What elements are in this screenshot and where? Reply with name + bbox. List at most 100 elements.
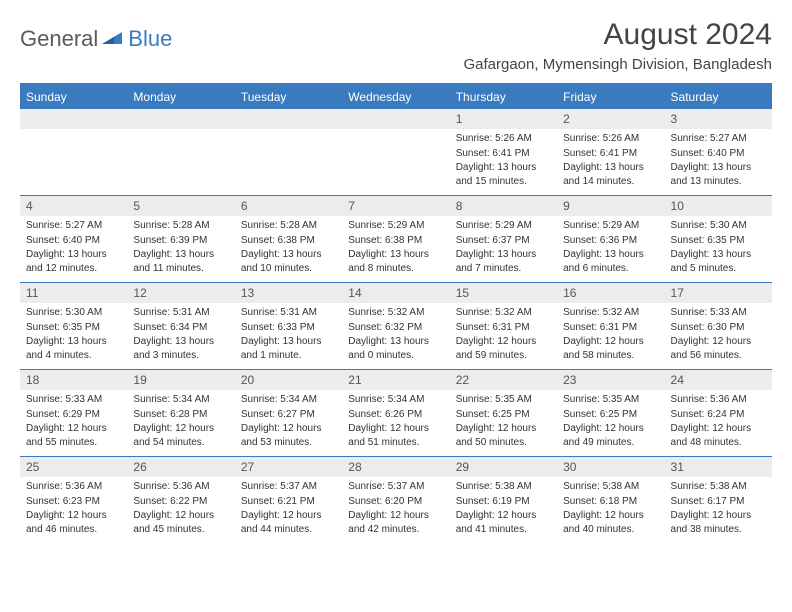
sunset-text: Sunset: 6:28 PM	[133, 408, 228, 422]
calendar-page: General Blue August 2024 Gafargaon, Myme…	[0, 0, 792, 553]
daylight-text: Daylight: 13 hours and 0 minutes.	[348, 335, 443, 362]
daylight-text: Daylight: 12 hours and 50 minutes.	[456, 422, 551, 449]
sunset-text: Sunset: 6:33 PM	[241, 321, 336, 335]
day-number: 20	[235, 370, 342, 390]
day-number: 3	[665, 109, 772, 129]
sunset-text: Sunset: 6:26 PM	[348, 408, 443, 422]
day-cell	[342, 109, 449, 195]
day-content: Sunrise: 5:38 AMSunset: 6:17 PMDaylight:…	[665, 477, 772, 541]
sunrise-text: Sunrise: 5:38 AM	[671, 480, 766, 494]
day-cell: 29Sunrise: 5:38 AMSunset: 6:19 PMDayligh…	[450, 457, 557, 543]
day-cell: 14Sunrise: 5:32 AMSunset: 6:32 PMDayligh…	[342, 283, 449, 369]
location-text: Gafargaon, Mymensingh Division, Banglade…	[463, 56, 772, 73]
day-cell: 11Sunrise: 5:30 AMSunset: 6:35 PMDayligh…	[20, 283, 127, 369]
week-row: 18Sunrise: 5:33 AMSunset: 6:29 PMDayligh…	[20, 370, 772, 457]
day-number	[127, 109, 234, 129]
day-number: 27	[235, 457, 342, 477]
day-number: 22	[450, 370, 557, 390]
day-content: Sunrise: 5:26 AMSunset: 6:41 PMDaylight:…	[557, 129, 664, 193]
sunset-text: Sunset: 6:27 PM	[241, 408, 336, 422]
day-cell: 24Sunrise: 5:36 AMSunset: 6:24 PMDayligh…	[665, 370, 772, 456]
day-content: Sunrise: 5:30 AMSunset: 6:35 PMDaylight:…	[665, 216, 772, 280]
sunrise-text: Sunrise: 5:34 AM	[241, 393, 336, 407]
calendar-grid: Sunday Monday Tuesday Wednesday Thursday…	[20, 83, 772, 543]
daylight-text: Daylight: 12 hours and 58 minutes.	[563, 335, 658, 362]
daylight-text: Daylight: 13 hours and 11 minutes.	[133, 248, 228, 275]
daylight-text: Daylight: 12 hours and 51 minutes.	[348, 422, 443, 449]
day-content: Sunrise: 5:30 AMSunset: 6:35 PMDaylight:…	[20, 303, 127, 367]
sunrise-text: Sunrise: 5:38 AM	[563, 480, 658, 494]
sunrise-text: Sunrise: 5:30 AM	[671, 219, 766, 233]
weeks-container: 1Sunrise: 5:26 AMSunset: 6:41 PMDaylight…	[20, 109, 772, 543]
day-cell	[235, 109, 342, 195]
page-header: General Blue August 2024 Gafargaon, Myme…	[20, 18, 772, 73]
day-header-row: Sunday Monday Tuesday Wednesday Thursday…	[20, 85, 772, 109]
day-cell: 3Sunrise: 5:27 AMSunset: 6:40 PMDaylight…	[665, 109, 772, 195]
day-cell	[20, 109, 127, 195]
daylight-text: Daylight: 12 hours and 59 minutes.	[456, 335, 551, 362]
sunset-text: Sunset: 6:40 PM	[671, 147, 766, 161]
sunset-text: Sunset: 6:25 PM	[456, 408, 551, 422]
sunset-text: Sunset: 6:38 PM	[348, 234, 443, 248]
day-header-mon: Monday	[127, 85, 234, 109]
sunset-text: Sunset: 6:31 PM	[456, 321, 551, 335]
sunrise-text: Sunrise: 5:28 AM	[241, 219, 336, 233]
day-number: 25	[20, 457, 127, 477]
daylight-text: Daylight: 13 hours and 8 minutes.	[348, 248, 443, 275]
day-cell: 23Sunrise: 5:35 AMSunset: 6:25 PMDayligh…	[557, 370, 664, 456]
day-content: Sunrise: 5:28 AMSunset: 6:39 PMDaylight:…	[127, 216, 234, 280]
sunset-text: Sunset: 6:32 PM	[348, 321, 443, 335]
day-content: Sunrise: 5:35 AMSunset: 6:25 PMDaylight:…	[557, 390, 664, 454]
day-cell: 4Sunrise: 5:27 AMSunset: 6:40 PMDaylight…	[20, 196, 127, 282]
sunset-text: Sunset: 6:17 PM	[671, 495, 766, 509]
sunset-text: Sunset: 6:41 PM	[456, 147, 551, 161]
day-cell: 25Sunrise: 5:36 AMSunset: 6:23 PMDayligh…	[20, 457, 127, 543]
day-header-tue: Tuesday	[235, 85, 342, 109]
sunset-text: Sunset: 6:36 PM	[563, 234, 658, 248]
day-content: Sunrise: 5:36 AMSunset: 6:22 PMDaylight:…	[127, 477, 234, 541]
day-header-fri: Friday	[557, 85, 664, 109]
sunset-text: Sunset: 6:40 PM	[26, 234, 121, 248]
daylight-text: Daylight: 12 hours and 55 minutes.	[26, 422, 121, 449]
sunset-text: Sunset: 6:39 PM	[133, 234, 228, 248]
day-content: Sunrise: 5:31 AMSunset: 6:33 PMDaylight:…	[235, 303, 342, 367]
week-row: 25Sunrise: 5:36 AMSunset: 6:23 PMDayligh…	[20, 457, 772, 543]
day-number: 26	[127, 457, 234, 477]
day-content: Sunrise: 5:38 AMSunset: 6:18 PMDaylight:…	[557, 477, 664, 541]
sunset-text: Sunset: 6:25 PM	[563, 408, 658, 422]
flag-icon	[102, 28, 124, 51]
logo-text-blue: Blue	[128, 26, 172, 52]
daylight-text: Daylight: 12 hours and 56 minutes.	[671, 335, 766, 362]
sunrise-text: Sunrise: 5:34 AM	[348, 393, 443, 407]
day-cell: 1Sunrise: 5:26 AMSunset: 6:41 PMDaylight…	[450, 109, 557, 195]
sunset-text: Sunset: 6:20 PM	[348, 495, 443, 509]
sunrise-text: Sunrise: 5:34 AM	[133, 393, 228, 407]
day-number: 11	[20, 283, 127, 303]
day-number: 6	[235, 196, 342, 216]
sunset-text: Sunset: 6:30 PM	[671, 321, 766, 335]
day-cell: 27Sunrise: 5:37 AMSunset: 6:21 PMDayligh…	[235, 457, 342, 543]
title-block: August 2024 Gafargaon, Mymensingh Divisi…	[463, 18, 772, 73]
day-number: 13	[235, 283, 342, 303]
daylight-text: Daylight: 13 hours and 5 minutes.	[671, 248, 766, 275]
sunset-text: Sunset: 6:37 PM	[456, 234, 551, 248]
sunset-text: Sunset: 6:29 PM	[26, 408, 121, 422]
sunset-text: Sunset: 6:41 PM	[563, 147, 658, 161]
day-content: Sunrise: 5:34 AMSunset: 6:26 PMDaylight:…	[342, 390, 449, 454]
day-number: 10	[665, 196, 772, 216]
day-content: Sunrise: 5:29 AMSunset: 6:37 PMDaylight:…	[450, 216, 557, 280]
day-cell: 7Sunrise: 5:29 AMSunset: 6:38 PMDaylight…	[342, 196, 449, 282]
daylight-text: Daylight: 13 hours and 14 minutes.	[563, 161, 658, 188]
day-content: Sunrise: 5:26 AMSunset: 6:41 PMDaylight:…	[450, 129, 557, 193]
sunset-text: Sunset: 6:19 PM	[456, 495, 551, 509]
sunrise-text: Sunrise: 5:32 AM	[456, 306, 551, 320]
day-cell: 12Sunrise: 5:31 AMSunset: 6:34 PMDayligh…	[127, 283, 234, 369]
daylight-text: Daylight: 12 hours and 45 minutes.	[133, 509, 228, 536]
day-number: 18	[20, 370, 127, 390]
day-content: Sunrise: 5:38 AMSunset: 6:19 PMDaylight:…	[450, 477, 557, 541]
week-row: 4Sunrise: 5:27 AMSunset: 6:40 PMDaylight…	[20, 196, 772, 283]
daylight-text: Daylight: 12 hours and 42 minutes.	[348, 509, 443, 536]
sunrise-text: Sunrise: 5:30 AM	[26, 306, 121, 320]
day-cell: 9Sunrise: 5:29 AMSunset: 6:36 PMDaylight…	[557, 196, 664, 282]
day-cell: 10Sunrise: 5:30 AMSunset: 6:35 PMDayligh…	[665, 196, 772, 282]
